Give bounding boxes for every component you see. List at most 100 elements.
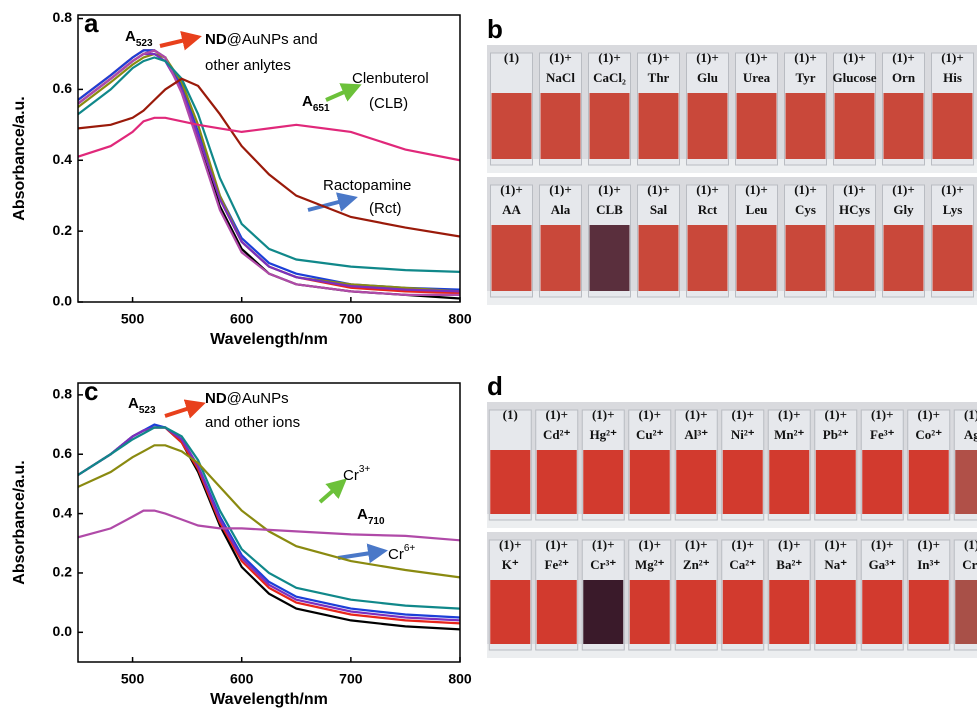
vial-liquid	[540, 225, 581, 291]
vial-label: Rct	[698, 202, 718, 217]
plot-area	[78, 49, 460, 300]
vial-label: (1)+	[964, 407, 977, 422]
vial-label: (1)+	[545, 537, 568, 552]
vial-label: (1)+	[549, 182, 572, 197]
vial-liquid	[815, 450, 856, 514]
annotation-text: A	[357, 506, 368, 523]
vial-liquid	[834, 93, 875, 159]
vial-label: Hg²⁺	[590, 427, 618, 442]
vial-label: (1)+	[964, 537, 977, 552]
vial-liquid	[769, 450, 810, 514]
line-series	[78, 56, 460, 273]
vial-liquid	[536, 580, 577, 644]
vial-label: (1)+	[731, 407, 754, 422]
plot-frame	[77, 382, 461, 663]
vial-label: Mg²⁺	[635, 557, 665, 572]
vial-label: (1)	[504, 50, 519, 65]
y-axis-label: Absorbance/a.u.	[11, 460, 28, 584]
vial-label: (1)+	[892, 182, 915, 197]
line-series	[78, 116, 460, 162]
vial-label: (1)+	[794, 50, 817, 65]
vial-label: (1)+	[745, 182, 768, 197]
vial-label: (1)+	[892, 50, 915, 65]
panel-letter: a	[84, 8, 99, 38]
annotation: ND@AuNPs and	[205, 31, 318, 48]
x-tick-label: 700	[339, 311, 363, 327]
vial-liquid	[583, 580, 624, 644]
vial-liquid	[491, 93, 532, 159]
vial-label: (1)+	[598, 50, 621, 65]
vial-label: (1)+	[499, 537, 522, 552]
vial-label: Ala	[551, 202, 571, 217]
annotation: and other ions	[205, 414, 300, 431]
vial-label: Co²⁺	[915, 427, 942, 442]
x-tick-label: 600	[230, 671, 254, 687]
vial-label: (1)+	[500, 182, 523, 197]
vial-label: CaCl₂	[593, 70, 626, 85]
x-tick-label: 500	[121, 311, 145, 327]
vial-label: In³⁺	[917, 557, 940, 572]
y-tick-label: 0.0	[53, 293, 73, 309]
vial-label: (1)+	[696, 182, 719, 197]
x-tick-label: 800	[448, 311, 472, 327]
line-series	[78, 426, 460, 631]
vial-liquid	[883, 93, 924, 159]
vial-liquid	[490, 580, 531, 644]
vial-liquid	[589, 93, 630, 159]
y-tick-label: 0.2	[53, 222, 73, 238]
vial-liquid	[815, 580, 856, 644]
vial-label: (1)+	[685, 407, 708, 422]
plot-area	[78, 423, 460, 631]
line-series	[78, 426, 460, 610]
vial-label: Cys	[795, 202, 816, 217]
vial-liquid	[862, 450, 903, 514]
annotation: other anlytes	[205, 57, 291, 74]
vial-label: (1)+	[638, 537, 661, 552]
vial-label: Al³⁺	[684, 427, 708, 442]
y-tick-label: 0.2	[53, 564, 73, 580]
x-tick-label: 700	[339, 671, 363, 687]
vial-label: Cu²⁺	[636, 427, 664, 442]
vial-label: Pb²⁺	[823, 427, 849, 442]
photo-panels: (1) (1)+ NaCl (1)+ CaCl₂ (1)+ Thr (1)+ Glu (1)+ Ur…	[487, 45, 977, 658]
vial-label: His	[943, 70, 962, 85]
arrow	[318, 478, 348, 504]
x-tick-label: 800	[448, 671, 472, 687]
vial-label: Glucose	[832, 70, 876, 85]
annotation-text: A	[125, 28, 136, 45]
annotation: A710	[357, 506, 385, 527]
vial-label: Na⁺	[824, 557, 847, 572]
annotation-sub: 523	[136, 38, 153, 49]
annotation-sub: 523	[139, 405, 156, 416]
vial-liquid	[908, 580, 949, 644]
line-series	[78, 49, 460, 296]
vial-label: Orn	[892, 70, 916, 85]
annotation: A651	[302, 93, 330, 114]
vial-label: AA	[502, 202, 521, 217]
arrow	[325, 83, 362, 102]
vial-label: Gly	[893, 202, 914, 217]
vial-label: (1)+	[824, 407, 847, 422]
vial-liquid	[687, 93, 728, 159]
y-tick-label: 0.0	[53, 623, 73, 639]
annotation: (Rct)	[369, 200, 402, 217]
annotation-sup: 3+	[359, 464, 371, 475]
vial-label: Cd²⁺	[543, 427, 571, 442]
vial-label: Ca²⁺	[729, 557, 756, 572]
vial-label: (1)+	[843, 50, 866, 65]
vial-label: HCys	[839, 202, 870, 217]
annotation: A523	[125, 28, 153, 49]
vial-liquid	[676, 450, 717, 514]
line-series	[78, 509, 460, 542]
vial-liquid	[785, 225, 826, 291]
y-tick-label: 0.4	[53, 151, 73, 167]
vial-liquid	[785, 93, 826, 159]
vial-label: (1)+	[696, 50, 719, 65]
vial-liquid	[676, 580, 717, 644]
vial-label: Lys	[943, 202, 963, 217]
vial-label: Thr	[648, 70, 670, 85]
vial-label: Fe³⁺	[870, 427, 895, 442]
vial-label: K⁺	[502, 557, 519, 572]
arrow	[337, 543, 388, 564]
